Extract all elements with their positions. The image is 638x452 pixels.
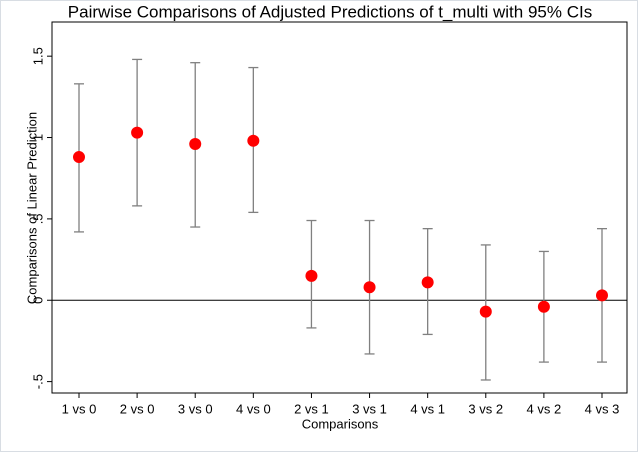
y-tick-label: .5: [30, 213, 45, 224]
point: [537, 300, 550, 313]
x-tick-label: 3 vs 2: [468, 401, 503, 416]
point: [421, 276, 434, 289]
point: [363, 281, 376, 294]
x-tick-label: 3 vs 1: [352, 401, 387, 416]
x-tick-label: 1 vs 0: [62, 401, 97, 416]
x-axis-title: Comparisons: [302, 416, 379, 431]
x-tick-label: 4 vs 3: [585, 401, 620, 416]
x-tick-label: 4 vs 2: [527, 401, 562, 416]
x-tick-label: 4 vs 1: [410, 401, 445, 416]
y-tick-label: 1: [30, 134, 45, 141]
chart-title: Pairwise Comparisons of Adjusted Predict…: [68, 2, 592, 21]
point: [305, 269, 318, 282]
x-tick-label: 2 vs 1: [294, 401, 329, 416]
y-tick-label: 1.5: [30, 47, 45, 65]
point: [479, 305, 492, 318]
x-tick-label: 4 vs 0: [236, 401, 271, 416]
x-tick-label: 2 vs 0: [120, 401, 155, 416]
point: [247, 134, 260, 147]
y-tick-label: 0: [30, 297, 45, 304]
point: [131, 126, 144, 139]
point: [596, 289, 608, 302]
point: [189, 138, 202, 151]
plot-area: [51, 21, 628, 394]
y-tick-label: -.5: [30, 374, 45, 389]
point: [73, 151, 85, 164]
y-axis-title: Comparisons of Linear Prediction: [24, 112, 39, 304]
x-tick-label: 3 vs 0: [178, 401, 213, 416]
